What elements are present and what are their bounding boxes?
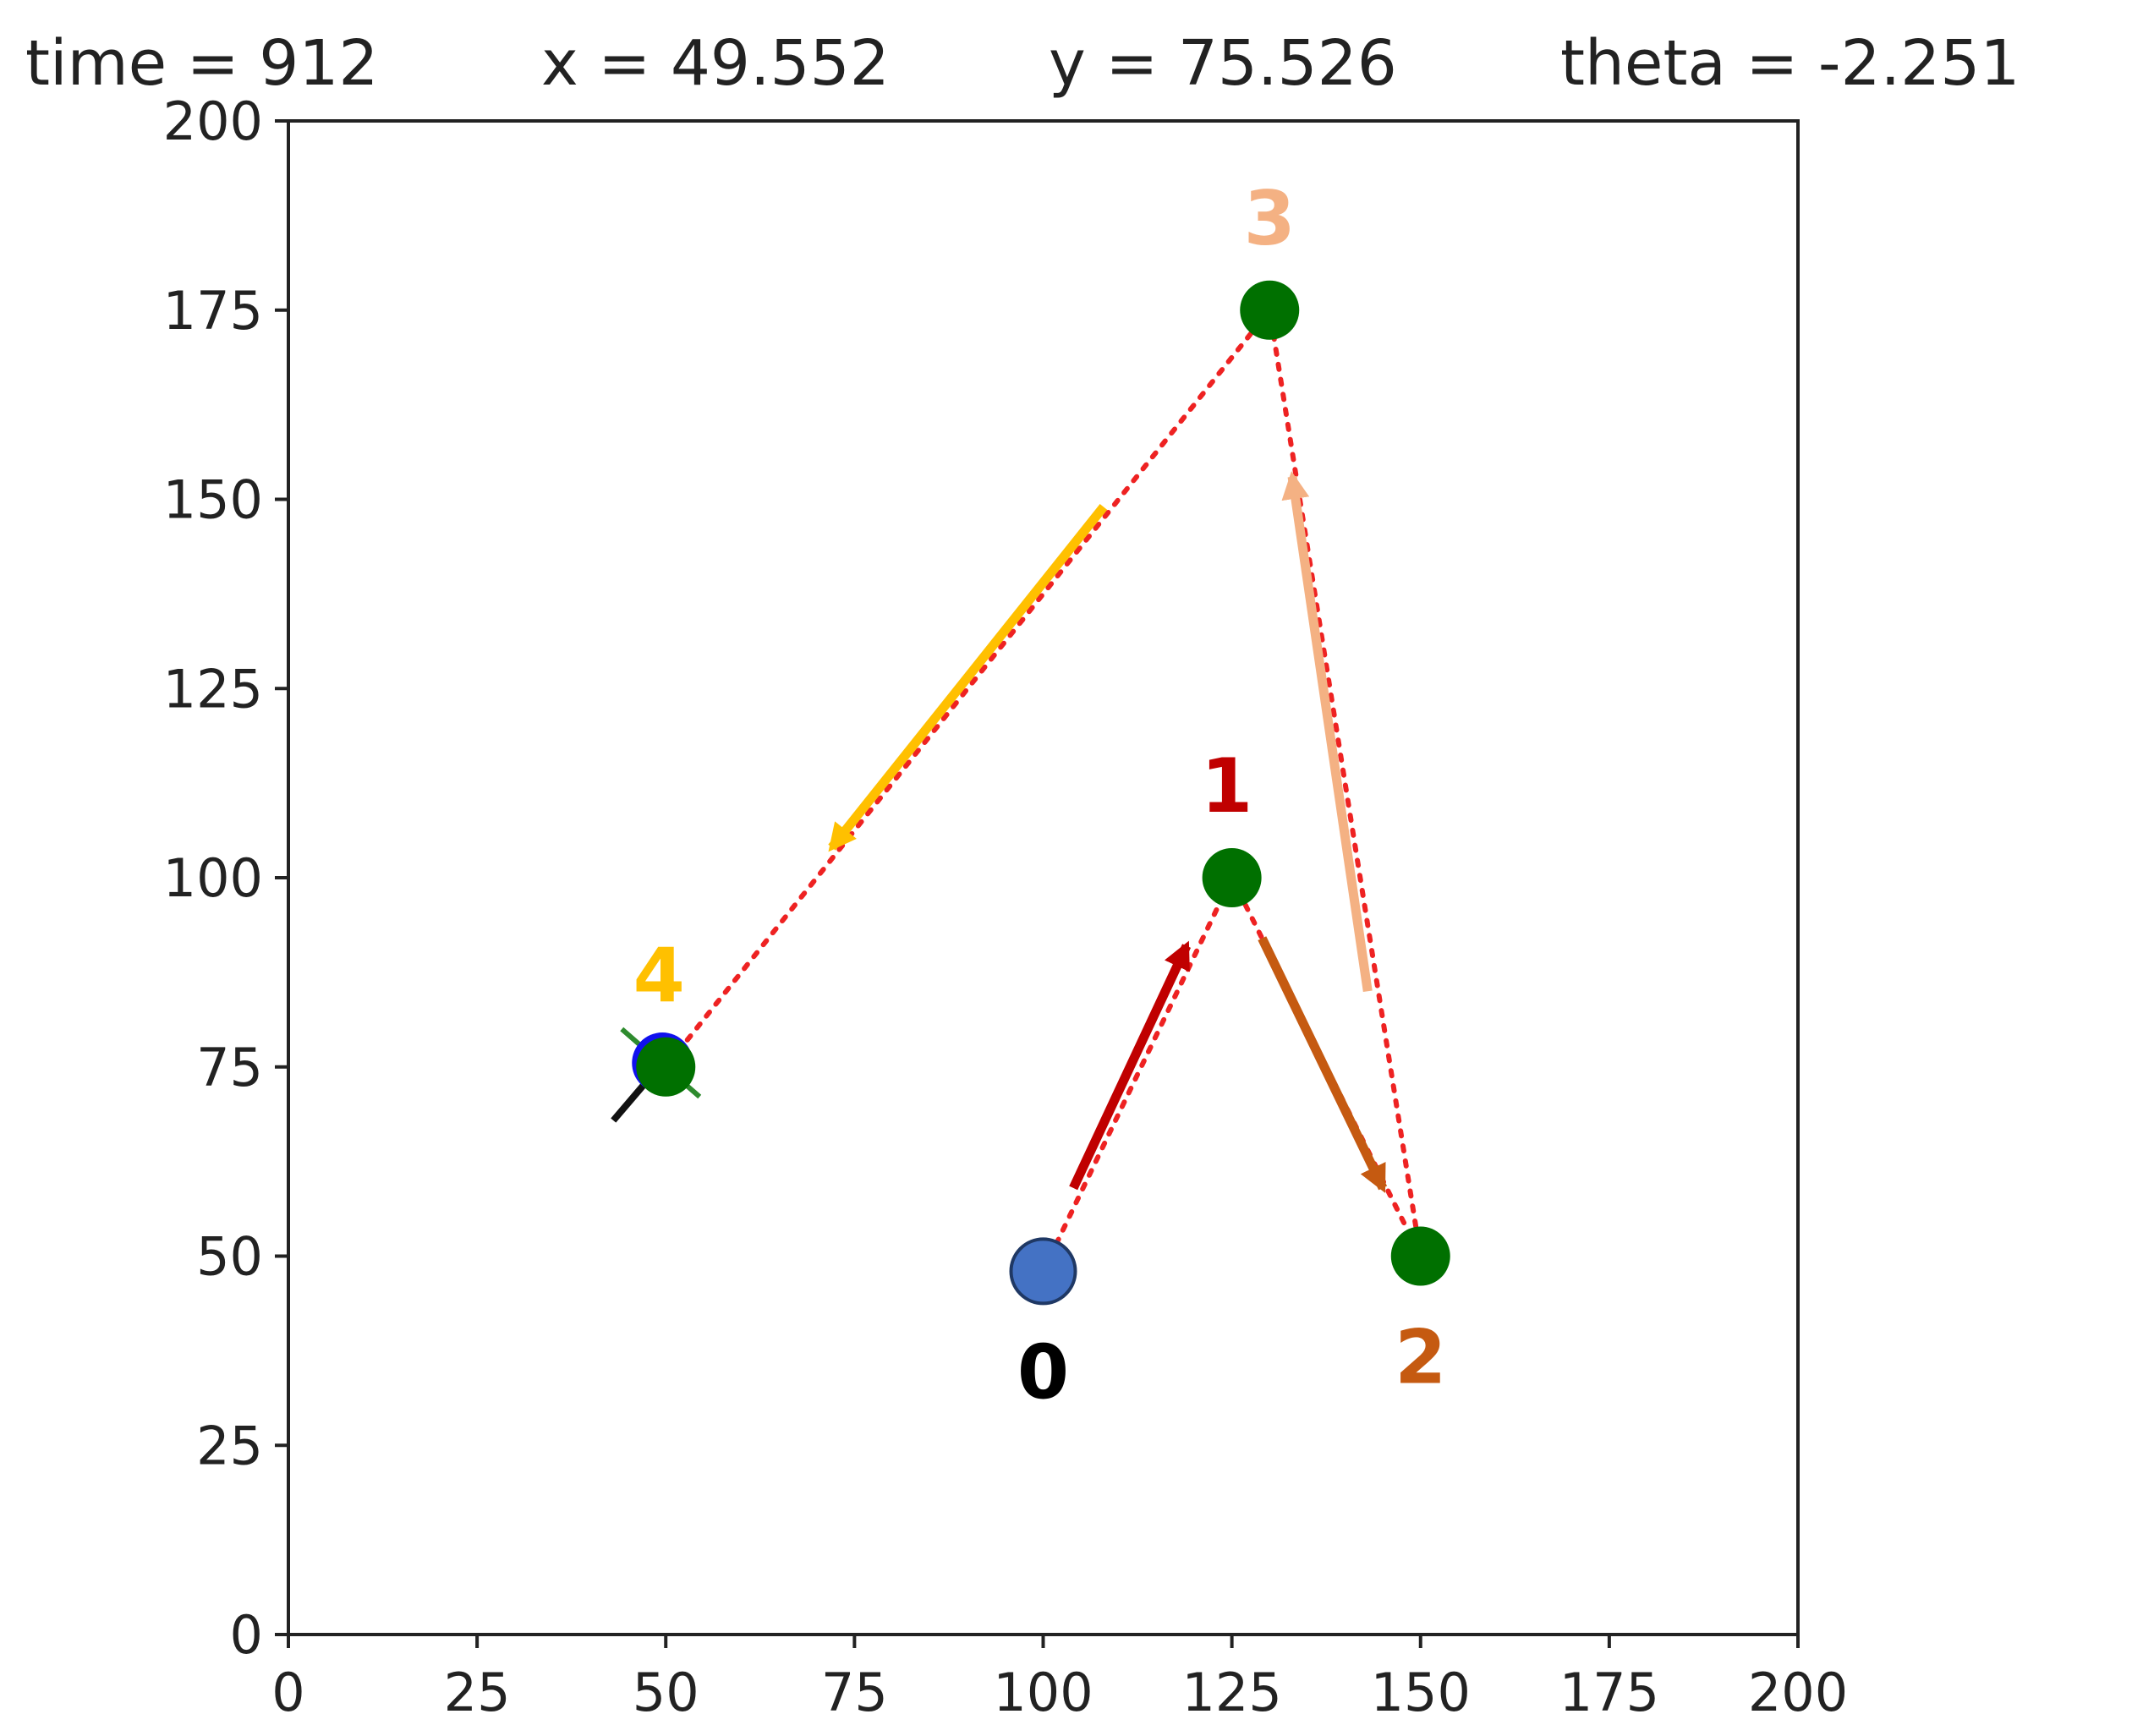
y-tick-label: 75 bbox=[196, 1037, 263, 1098]
waypoint-labels: 0 1 2 3 4 bbox=[633, 175, 1447, 1416]
x-tick-label: 125 bbox=[1181, 1662, 1281, 1723]
x-tick-label: 50 bbox=[633, 1662, 699, 1723]
y-tick-label: 50 bbox=[196, 1226, 263, 1288]
motion-arrow bbox=[828, 504, 1108, 852]
y-tick-label: 175 bbox=[163, 280, 263, 342]
y-tick-label: 125 bbox=[163, 658, 263, 720]
waypoint-label-4: 4 bbox=[633, 932, 685, 1019]
path-segment bbox=[663, 307, 1273, 1070]
waypoint-marker bbox=[636, 1037, 696, 1097]
plot-area-frame bbox=[287, 119, 1800, 1636]
waypoint-marker bbox=[1240, 280, 1300, 340]
time-readout: time = 912 bbox=[25, 27, 378, 100]
path-segment bbox=[1267, 307, 1423, 1259]
start-point bbox=[1009, 1237, 1077, 1306]
y-tick-label: 150 bbox=[163, 469, 263, 531]
y-tick-label: 100 bbox=[163, 847, 263, 909]
waypoint-marker bbox=[1202, 848, 1262, 907]
theta-readout: theta = -2.251 bbox=[1560, 27, 2020, 100]
waypoint-label-3: 3 bbox=[1244, 175, 1296, 262]
x-tick-label: 200 bbox=[1748, 1662, 1848, 1723]
x-tick-label: 100 bbox=[993, 1662, 1093, 1723]
x-tick-label: 0 bbox=[271, 1662, 304, 1723]
y-tick-label: 0 bbox=[230, 1604, 263, 1666]
waypoint-label-1: 1 bbox=[1201, 742, 1252, 830]
waypoint-marker bbox=[1390, 1226, 1450, 1286]
x-tick-label: 25 bbox=[444, 1662, 511, 1723]
waypoint-label-2: 2 bbox=[1395, 1314, 1446, 1401]
waypoints bbox=[611, 280, 1450, 1306]
waypoint-label-0: 0 bbox=[1017, 1328, 1069, 1416]
path-segment bbox=[1040, 875, 1235, 1274]
axis-ticks: 0 25 50 75 100 125 150 175 200 0 25 50 75 100 125 150 17… bbox=[163, 90, 1849, 1723]
motion-arrow bbox=[1281, 471, 1373, 993]
x-readout: x = 49.552 bbox=[541, 27, 890, 100]
x-tick-label: 75 bbox=[821, 1662, 888, 1723]
x-tick-label: 175 bbox=[1559, 1662, 1659, 1723]
y-readout: y = 75.526 bbox=[1049, 27, 1397, 100]
motion-arrows bbox=[828, 471, 1388, 1193]
motion-arrow bbox=[1258, 936, 1388, 1193]
y-tick-label: 25 bbox=[196, 1415, 263, 1476]
y-tick-label: 200 bbox=[163, 90, 263, 152]
x-tick-label: 150 bbox=[1371, 1662, 1471, 1723]
motion-arrow bbox=[1069, 940, 1192, 1191]
